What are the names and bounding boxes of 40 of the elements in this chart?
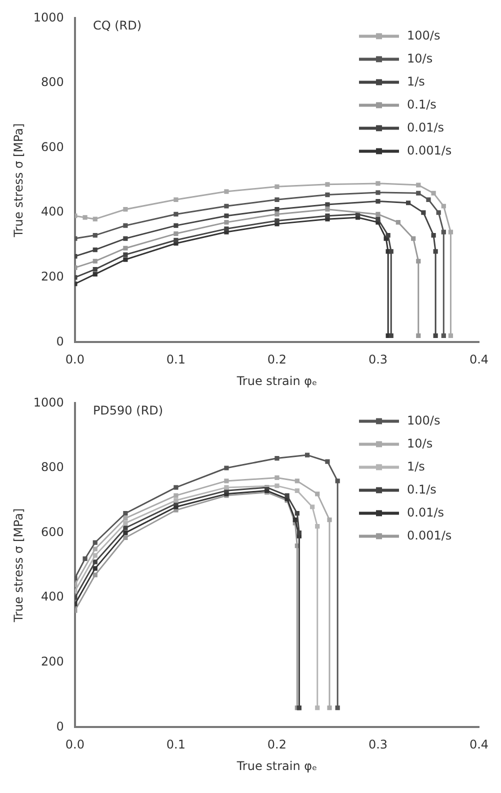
y-tick-label: 200: [41, 270, 64, 284]
legend-label: 0.01/s: [407, 120, 444, 134]
x-tick-label: 0.2: [267, 738, 287, 752]
chart-title: PD590 (RD): [92, 403, 164, 418]
y-tick-label: 0: [56, 719, 64, 734]
legend-label: 10/s: [407, 51, 433, 66]
x-tick-label: 0.4: [469, 738, 489, 752]
legend-label: 0.001/s: [407, 143, 452, 158]
legend-label: 1/s: [407, 74, 425, 88]
y-axis-title: True stress σ [MPa]: [11, 508, 26, 624]
y-tick-label: 400: [41, 590, 64, 604]
legend-label: 100/s: [407, 413, 440, 428]
x-tick-label: 0.1: [166, 352, 186, 367]
x-tick-label: 0.0: [65, 738, 84, 752]
y-tick-label: 600: [41, 524, 64, 539]
x-tick-label: 0.4: [469, 352, 489, 367]
legend-label: 10/s: [407, 436, 433, 450]
legend-label: 0.01/s: [407, 505, 444, 520]
y-tick-label: 400: [41, 204, 64, 219]
y-tick-label: 0: [56, 334, 64, 348]
x-tick-label: 0.3: [368, 738, 388, 752]
x-tick-label: 0.3: [368, 352, 388, 367]
y-axis-title: True stress σ [MPa]: [11, 123, 26, 238]
legend-label: 0.001/s: [407, 528, 452, 542]
y-tick-label: 1000: [33, 10, 64, 24]
x-tick-label: 0.2: [267, 352, 287, 367]
y-tick-label: 800: [41, 75, 64, 90]
chart-title: CQ (RD): [92, 18, 142, 32]
y-tick-label: 600: [41, 140, 64, 154]
y-tick-label: 800: [41, 460, 64, 474]
y-tick-label: 200: [41, 654, 64, 669]
y-tick-label: 1000: [33, 395, 64, 410]
legend-label: 0.1/s: [407, 97, 436, 112]
x-tick-label: 0.1: [166, 738, 186, 752]
x-axis-title: True strain φₑ: [236, 374, 318, 388]
x-axis-title: True strain φₑ: [236, 758, 318, 773]
legend-label: 100/s: [407, 28, 440, 42]
legend-label: 1/s: [407, 459, 425, 474]
x-tick-label: 0.0: [65, 352, 84, 367]
legend-label: 0.1/s: [407, 482, 436, 496]
